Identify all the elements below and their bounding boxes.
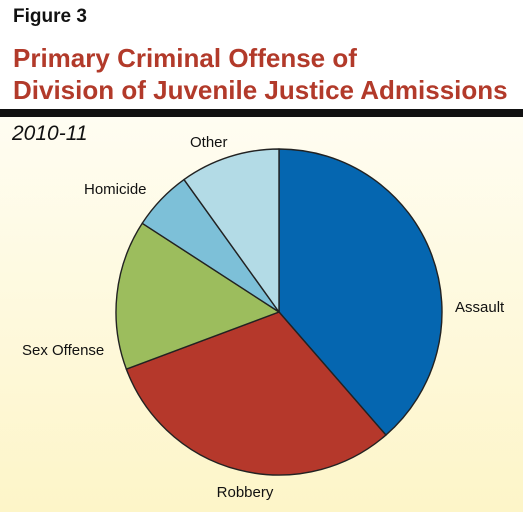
slice-label-robbery: Robbery [217, 484, 274, 501]
pie-slice-sex-offense [115, 222, 280, 370]
pie-slice-other [183, 148, 280, 313]
pie-slice-robbery [125, 311, 387, 476]
pie-labels: Assault Robbery Sex Offense Homicide Other [22, 134, 505, 501]
slice-label-other: Other [190, 134, 228, 151]
slice-label-assault: Assault [455, 299, 505, 316]
chart-subtitle: 2010-11 [12, 122, 88, 145]
title-rule [0, 109, 523, 117]
chart-title-line-1: Primary Criminal Offense of [13, 43, 357, 73]
slice-label-homicide: Homicide [84, 181, 147, 198]
chart-title-line-2: Division of Juvenile Justice Admissions [13, 75, 508, 105]
pie-slice-assault [278, 148, 443, 436]
chart-title: Primary Criminal Offense of Division of … [13, 42, 513, 106]
slice-label-sex-offense: Sex Offense [22, 342, 104, 359]
figure-label: Figure 3 [13, 6, 87, 27]
pie-slices [115, 148, 443, 476]
